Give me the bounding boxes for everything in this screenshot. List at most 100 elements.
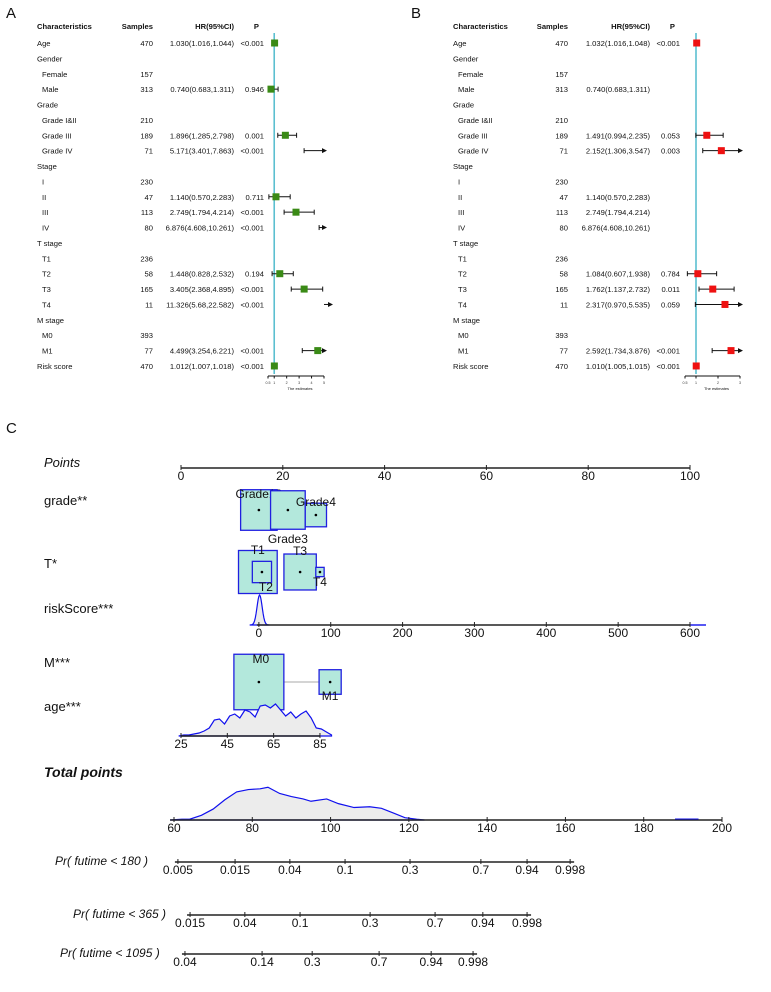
row-label: IV [458, 224, 466, 233]
row-p: 0.001 [245, 131, 264, 140]
table-row: T3 165 1.762(1.137,2.732) 0.011 [458, 285, 735, 294]
row-label: II [458, 193, 462, 202]
axis-tick-label: 0 [178, 469, 185, 483]
row-label: Male [458, 85, 474, 94]
row-p: <0.001 [241, 347, 264, 356]
header-characteristics: Characteristics [37, 22, 92, 31]
axis-tick-label: 0.998 [512, 916, 542, 930]
x-tick-label: 0.5 [266, 381, 271, 385]
row-samples: 80 [560, 224, 568, 233]
row-label: Risk score [453, 362, 488, 371]
axis-tick-label: 0.998 [555, 863, 585, 877]
hr-marker [692, 362, 700, 370]
axis-tick-label: 180 [634, 821, 654, 835]
row-samples: 470 [555, 39, 568, 48]
hr-marker [281, 131, 289, 139]
row-label: Female [458, 70, 483, 79]
row-label: I [42, 177, 44, 186]
row-p: 0.053 [661, 131, 680, 140]
row-label: Grade IV [458, 147, 489, 156]
row-hr: 2.749(1.794,4.214) [586, 208, 651, 217]
row-label: Age [453, 39, 467, 48]
level-label: Grade4 [296, 495, 336, 509]
hr-marker [709, 285, 717, 293]
level-dot [260, 570, 264, 574]
header-p: P [254, 22, 259, 31]
level-label: T3 [293, 544, 307, 558]
row-samples: 470 [555, 362, 568, 371]
row-p: 0.784 [661, 270, 680, 279]
axis-tick-label: 0.3 [362, 916, 379, 930]
row-hr: 1.032(1.016,1.048) [586, 39, 651, 48]
table-row: Gender [453, 54, 479, 63]
hr-marker [270, 362, 278, 370]
row-hr: 1.140(0.570,2.283) [170, 193, 235, 202]
table-row: Age 470 1.032(1.016,1.048) <0.001 [453, 39, 701, 48]
row-samples: 210 [555, 116, 568, 125]
table-row: Risk score 470 1.012(1.007,1.018) <0.001 [37, 362, 278, 371]
x-tick-label: 2 [717, 381, 719, 385]
row-samples: 157 [140, 70, 153, 79]
row-p: <0.001 [241, 147, 264, 156]
row-samples: 470 [140, 362, 153, 371]
probability-label: Pr( futime < 180 ) [55, 854, 148, 868]
total-points-label: Total points [44, 764, 123, 780]
axis-tick-label: 85 [313, 737, 327, 751]
row-label: M stage [453, 316, 480, 325]
axis-tick-label: 20 [276, 469, 290, 483]
axis-tick-label: 140 [477, 821, 497, 835]
x-tick-label: 1 [695, 381, 697, 385]
table-row: T4 11 2.317(0.970,5.535) 0.059 [458, 300, 743, 309]
row-samples: 157 [555, 70, 568, 79]
row-label: IV [42, 224, 50, 233]
row-label: Grade III [458, 131, 488, 140]
table-row: II 47 1.140(0.570,2.283) 0.711 [42, 193, 291, 202]
hr-marker [717, 147, 725, 155]
table-row: M stage [453, 316, 480, 325]
row-samples: 71 [560, 147, 568, 156]
level-dot [318, 570, 322, 574]
table-row: Female 157 [42, 70, 153, 79]
row-label: III [42, 208, 48, 217]
row-label: Grade [37, 101, 58, 110]
row-hr: 1.084(0.607,1.938) [586, 270, 651, 279]
row-hr: 1.491(0.994,2.235) [586, 131, 651, 140]
row-hr: 4.499(3.254,6.221) [170, 347, 235, 356]
table-row: M0 393 [42, 331, 153, 340]
row-hr: 1.140(0.570,2.283) [586, 193, 651, 202]
row-samples: 47 [560, 193, 568, 202]
row-hr: 1.896(1.285,2.798) [170, 131, 235, 140]
row-samples: 189 [555, 131, 568, 140]
table-row: Female 157 [458, 70, 568, 79]
header-hr: HR(95%CI) [611, 22, 650, 31]
axis-tick-label: 0.3 [304, 955, 321, 969]
x-tick-label: 3 [739, 381, 741, 385]
row-p: 0.194 [245, 270, 264, 279]
row-hr: 6.876(4.608,10.261) [582, 224, 651, 233]
table-row: IV 80 6.876(4.608,10.261) <0.001 [42, 224, 327, 233]
table-row: Male 313 0.740(0.683,1.311) [458, 85, 650, 94]
row-label: Grade I&II [42, 116, 77, 125]
level-dot [314, 513, 318, 517]
row-label: Male [42, 85, 58, 94]
hr-marker [727, 347, 735, 355]
row-label: Age [37, 39, 51, 48]
table-row: T2 58 1.448(0.828,2.532) 0.194 [42, 270, 294, 279]
table-row: T2 58 1.084(0.607,1.938) 0.784 [458, 270, 718, 279]
level-label: T2 [259, 580, 273, 594]
x-axis-label: The estimates [704, 386, 729, 391]
arrow-icon [322, 148, 327, 154]
row-samples: 210 [140, 116, 153, 125]
row-samples: 47 [145, 193, 153, 202]
row-hr: 1.030(1.016,1.044) [170, 39, 235, 48]
row-label: M0 [458, 331, 469, 340]
row-label: T3 [42, 285, 51, 294]
axis-tick-label: 0.94 [419, 955, 443, 969]
axis-tick-label: 80 [246, 821, 260, 835]
row-samples: 11 [560, 300, 568, 309]
axis-tick-label: 300 [464, 626, 484, 640]
row-p: <0.001 [241, 362, 264, 371]
variable-label-grade: grade** [44, 493, 87, 508]
hr-marker [314, 347, 322, 355]
hr-marker [721, 300, 729, 308]
